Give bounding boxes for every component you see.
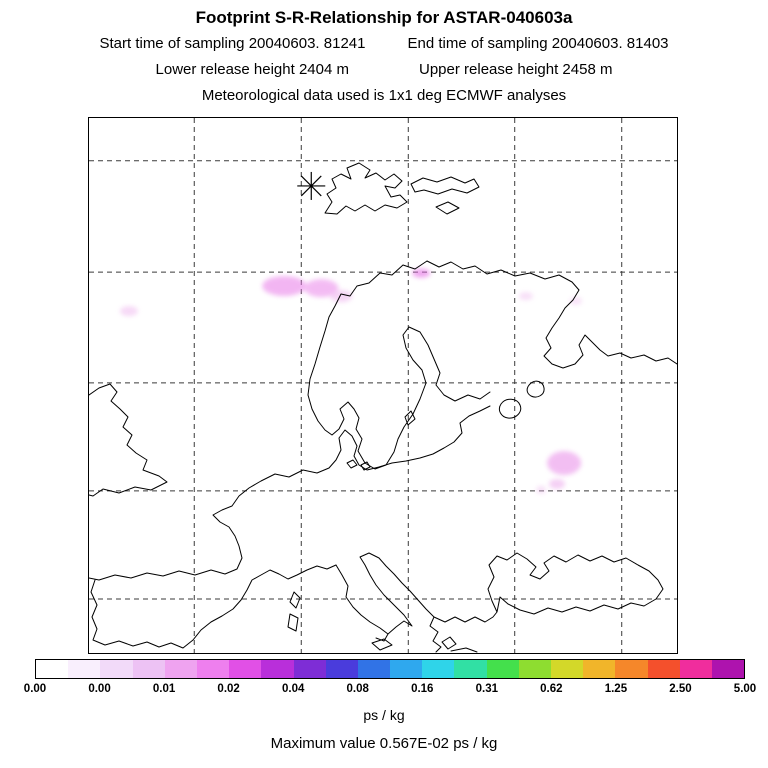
- sicily-island: [371, 638, 393, 651]
- colorbar-tick-label: 0.02: [217, 683, 240, 695]
- colorbar-tick-label: 0.16: [411, 683, 434, 695]
- colorbar-segment: [229, 660, 262, 678]
- coast-arctic-russia: [426, 260, 677, 369]
- colorbar-tick-label: 0.04: [281, 683, 305, 695]
- colorbar-tick-label: 1.25: [604, 683, 628, 695]
- footprint-blob: [536, 485, 547, 494]
- crete-island: [450, 647, 478, 653]
- colorbar-segment: [711, 660, 745, 678]
- end-time-label: End time of sampling 20040603. 81403: [407, 35, 669, 52]
- footprint-blobs: [119, 268, 582, 494]
- colorbar-segment: [36, 660, 69, 678]
- colorbar-segment: [679, 660, 712, 678]
- danish-islands: [346, 459, 371, 471]
- footprint-blob: [518, 292, 533, 301]
- coast-blacksea: [433, 552, 664, 623]
- coast-iberia-med: [90, 564, 337, 649]
- colorbar-segment: [390, 660, 423, 678]
- colorbar-tick-label: 5.00: [733, 683, 757, 695]
- colorbar-segment: [325, 660, 358, 678]
- peloponnese: [441, 636, 457, 650]
- colorbar-segment: [293, 660, 326, 678]
- colorbar-segment: [164, 660, 197, 678]
- footprint-blob: [412, 268, 431, 278]
- colorbar-tick-label: 0.08: [346, 683, 369, 695]
- lake-onega: [526, 380, 545, 398]
- footprint-blob: [119, 306, 138, 317]
- footprint-blob: [547, 451, 582, 476]
- lake-ladoga: [498, 398, 522, 419]
- colorbar-tick-label: 2.50: [669, 683, 692, 695]
- colorbar-segment: [132, 660, 165, 678]
- footprint-blob: [304, 279, 339, 298]
- footprint-blob: [262, 275, 307, 296]
- met-data-label: Meteorological data used is 1x1 deg ECMW…: [201, 87, 567, 104]
- colorbar-units-label: ps / kg: [363, 707, 405, 723]
- colorbar-segment: [422, 660, 455, 678]
- page-title: Footprint S-R-Relationship for ASTAR-040…: [195, 8, 573, 27]
- colorbar-tick-label: 0.31: [475, 683, 499, 695]
- colorbar-segment: [518, 660, 551, 678]
- coast-continent-west: [89, 405, 491, 581]
- coast-britain: [89, 383, 168, 497]
- colorbar-tick-label: 0.01: [152, 683, 176, 695]
- colorbar-segment: [615, 660, 648, 678]
- upper-release-label: Upper release height 2458 m: [419, 61, 613, 78]
- sardinia-island: [287, 613, 299, 632]
- coast-svalbard: [324, 162, 408, 215]
- footprint-map: [88, 117, 678, 654]
- release-marker-star-icon: [297, 171, 326, 200]
- gotland-island: [404, 410, 416, 426]
- coastlines: [89, 162, 677, 653]
- footprint-blob: [569, 296, 582, 305]
- max-value-label: Maximum value 0.567E-02 ps / kg: [270, 735, 498, 752]
- colorbar-tick-label: 0.00: [23, 683, 47, 695]
- coast-italy-balkans: [335, 552, 442, 653]
- lower-release-label: Lower release height 2404 m: [155, 61, 349, 78]
- colorbar-segment: [583, 660, 616, 678]
- release-height-row: Lower release height 2404 m Upper releas…: [0, 61, 768, 78]
- corsica-island: [289, 591, 301, 609]
- colorbar: [35, 659, 745, 679]
- colorbar-segment: [196, 660, 230, 678]
- colorbar-tick-label: 0.62: [540, 683, 563, 695]
- footprint-blob: [549, 478, 566, 489]
- gridlines: [89, 118, 677, 653]
- colorbar-tick-label: 0.00: [88, 683, 111, 695]
- colorbar-segment: [261, 660, 294, 678]
- coast-svalbard-east: [410, 176, 480, 195]
- coast-svalbard-south-island: [435, 201, 460, 215]
- footprint-blob: [330, 290, 353, 303]
- map-svg: [89, 118, 677, 653]
- colorbar-segment: [68, 660, 101, 678]
- coast-scandinavia: [307, 260, 491, 470]
- start-time-label: Start time of sampling 20040603. 81241: [99, 35, 366, 52]
- colorbar-segment: [454, 660, 487, 678]
- colorbar-segment: [357, 660, 391, 678]
- colorbar-segment: [486, 660, 519, 678]
- colorbar-labels: 0.00 0.00 0.01 0.02 0.04 0.08 0.16 0.31 0.62 1.25…: [24, 683, 756, 698]
- sampling-time-row: Start time of sampling 20040603. 81241 E…: [0, 35, 768, 52]
- colorbar-segment: [100, 660, 133, 678]
- colorbar-segment: [647, 660, 680, 678]
- colorbar-segment: [551, 660, 584, 678]
